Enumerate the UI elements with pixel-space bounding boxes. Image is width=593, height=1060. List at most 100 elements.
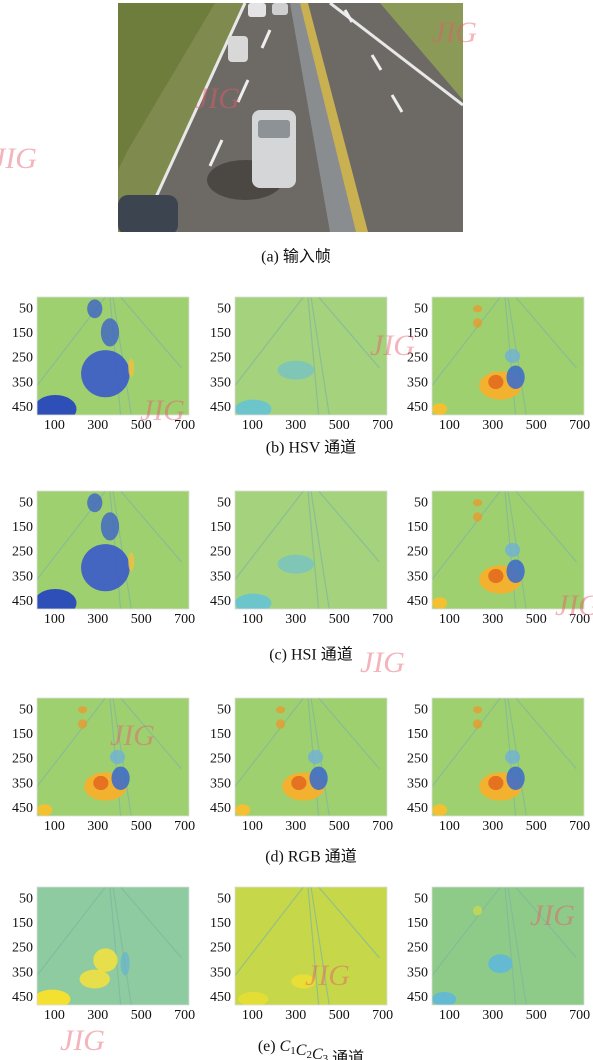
y-tick-label: 150	[12, 916, 33, 931]
y-tick-label: 250	[407, 941, 428, 956]
y-tick-label: 50	[414, 892, 428, 907]
y-tick-label: 450	[407, 801, 428, 816]
map-blob	[473, 499, 482, 506]
y-tick-label: 150	[12, 326, 33, 341]
feature-map: 50150250350450100300500700	[210, 297, 393, 433]
y-tick-label: 450	[407, 594, 428, 609]
watermark: JIG	[555, 589, 593, 622]
map-image	[235, 491, 387, 613]
y-tick-label: 250	[12, 351, 33, 366]
watermark: JIG	[110, 719, 155, 752]
y-tick-label: 50	[217, 703, 231, 718]
y-tick-label: 350	[210, 569, 231, 584]
x-tick-label: 100	[44, 1008, 65, 1023]
x-tick-label: 500	[329, 612, 350, 627]
map-blob	[121, 952, 130, 976]
map-blob	[505, 750, 520, 764]
map-blob	[308, 750, 323, 764]
y-tick-label: 450	[12, 801, 33, 816]
x-tick-label: 500	[526, 819, 547, 834]
map-blob	[473, 318, 482, 327]
map-blob	[81, 544, 130, 591]
x-tick-label: 100	[44, 819, 65, 834]
map-blob	[110, 750, 125, 764]
x-tick-label: 700	[569, 1008, 590, 1023]
map-blob	[291, 776, 306, 790]
x-tick-label: 100	[439, 1008, 460, 1023]
map-blob	[93, 948, 117, 972]
watermark: JIG	[530, 899, 575, 932]
x-tick-label: 700	[174, 819, 195, 834]
x-tick-label: 300	[285, 1008, 306, 1023]
y-tick-label: 150	[407, 727, 428, 742]
x-tick-label: 300	[87, 1008, 108, 1023]
watermark: JIG	[432, 16, 477, 49]
caption-suffix: 通道	[328, 1049, 364, 1060]
y-tick-label: 350	[210, 776, 231, 791]
x-tick-label: 300	[285, 612, 306, 627]
caption-prefix: (e)	[258, 1038, 280, 1055]
y-tick-label: 250	[210, 941, 231, 956]
map-blob	[87, 493, 102, 512]
watermark: JIG	[305, 959, 350, 992]
map-blob	[276, 719, 285, 728]
x-tick-label: 100	[439, 612, 460, 627]
x-tick-label: 700	[569, 418, 590, 433]
input-caption: (a) 输入帧	[261, 248, 331, 266]
row-caption: (d) RGB 通道	[265, 848, 357, 866]
map-blob	[80, 970, 110, 989]
x-tick-label: 700	[372, 819, 393, 834]
map-blob	[473, 906, 482, 915]
x-tick-label: 100	[44, 418, 65, 433]
map-blob	[505, 543, 520, 557]
x-tick-label: 300	[482, 819, 503, 834]
map-blob	[506, 559, 524, 583]
y-tick-label: 450	[12, 400, 33, 415]
y-tick-label: 50	[19, 496, 33, 511]
y-tick-label: 50	[19, 892, 33, 907]
y-tick-label: 50	[217, 496, 231, 511]
map-image	[235, 297, 387, 419]
map-blob	[128, 358, 134, 377]
y-tick-label: 450	[210, 801, 231, 816]
y-tick-label: 350	[210, 375, 231, 390]
watermark: JIG	[370, 329, 415, 362]
feature-map: 50150250350450100300500700	[12, 698, 195, 834]
map-blob	[101, 512, 119, 540]
y-tick-label: 350	[407, 776, 428, 791]
x-tick-label: 500	[526, 418, 547, 433]
map-image	[37, 698, 189, 816]
map-blob	[235, 804, 250, 816]
y-tick-label: 250	[210, 752, 231, 767]
y-tick-label: 150	[210, 520, 231, 535]
map-blob	[278, 361, 314, 380]
x-tick-label: 500	[526, 612, 547, 627]
map-image	[34, 491, 189, 617]
y-tick-label: 250	[210, 351, 231, 366]
feature-map: 50150250350450100300500700	[210, 887, 393, 1023]
y-tick-label: 450	[210, 990, 231, 1005]
y-tick-label: 50	[217, 302, 231, 317]
y-tick-label: 350	[407, 569, 428, 584]
y-tick-label: 250	[210, 545, 231, 560]
y-tick-label: 450	[210, 400, 231, 415]
y-tick-label: 450	[407, 990, 428, 1005]
y-tick-label: 350	[407, 375, 428, 390]
y-tick-label: 150	[12, 520, 33, 535]
map-blob	[506, 365, 524, 389]
map-image	[432, 297, 584, 415]
x-tick-label: 100	[439, 819, 460, 834]
x-tick-label: 100	[242, 1008, 263, 1023]
watermark: JIG	[140, 394, 185, 427]
x-tick-label: 100	[44, 612, 65, 627]
map-blob	[34, 990, 70, 1009]
y-tick-label: 250	[12, 941, 33, 956]
map-blob	[278, 555, 314, 574]
x-tick-label: 300	[482, 612, 503, 627]
map-blob	[473, 719, 482, 728]
map-blob	[78, 706, 87, 713]
map-blob	[276, 706, 285, 713]
